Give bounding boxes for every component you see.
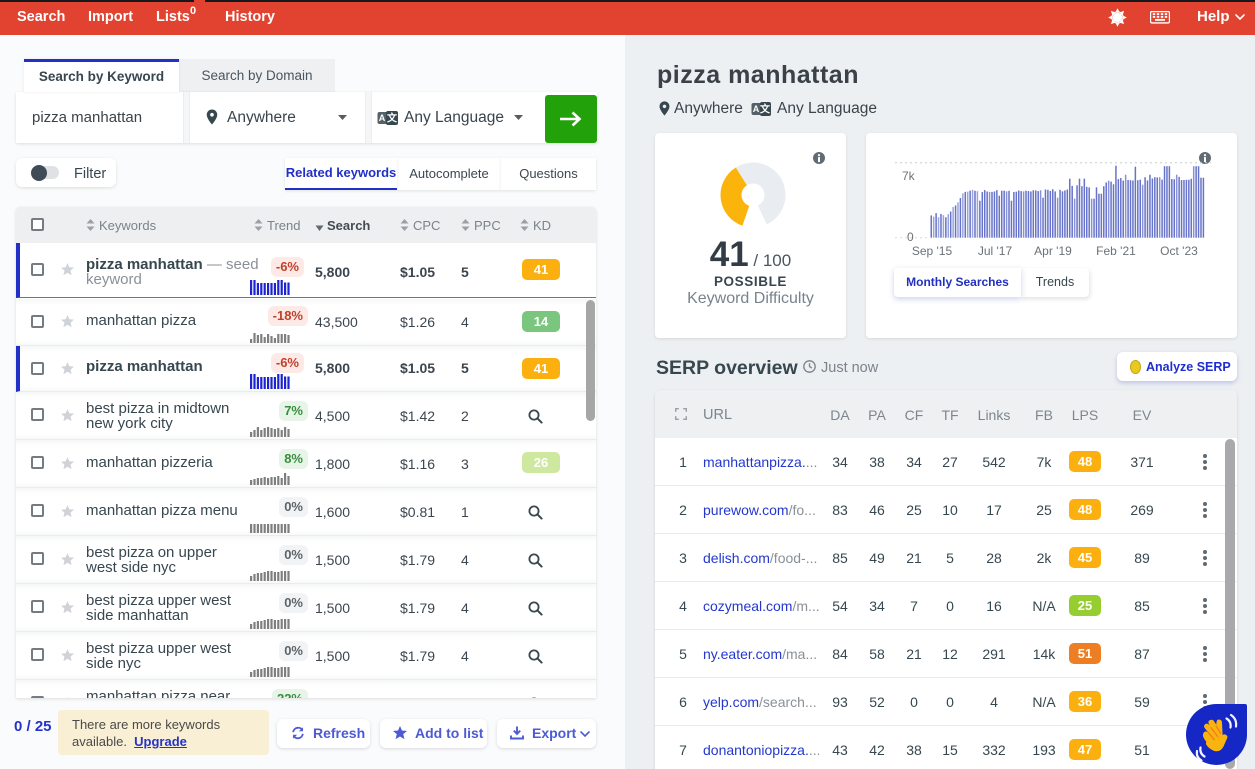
- svg-text:A: A: [379, 113, 386, 123]
- svg-text:文: 文: [760, 103, 771, 116]
- svg-text:A: A: [753, 104, 760, 114]
- svg-text:文: 文: [387, 112, 398, 125]
